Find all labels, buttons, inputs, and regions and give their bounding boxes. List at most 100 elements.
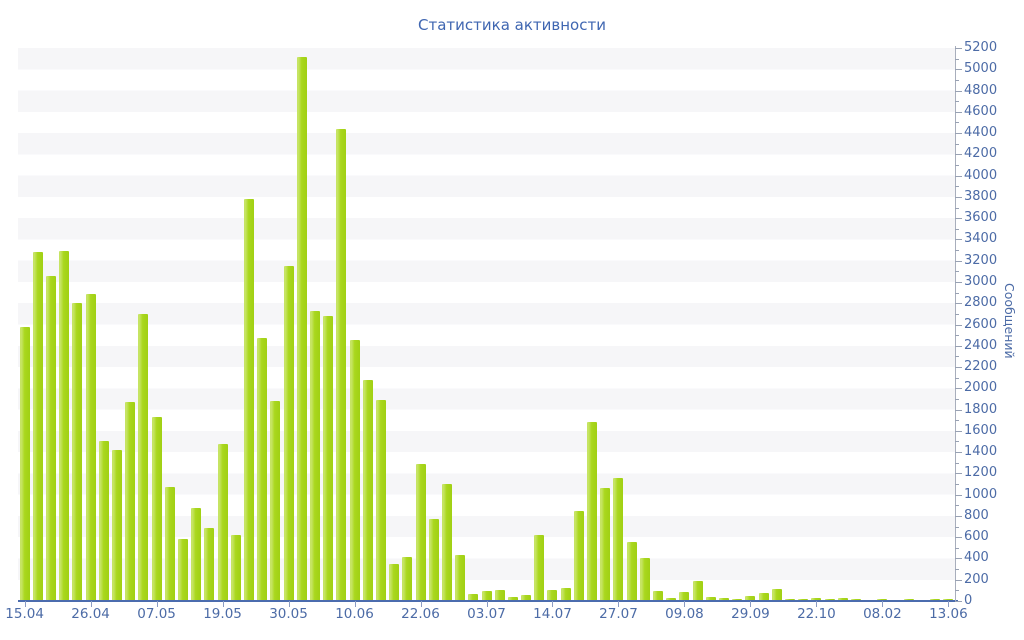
x-tick <box>354 601 356 607</box>
bar[interactable] <box>560 588 571 601</box>
y-tick-major <box>955 239 962 241</box>
bar[interactable] <box>943 598 954 601</box>
bar[interactable] <box>323 316 334 601</box>
x-tick <box>486 601 488 607</box>
x-tick-label: 13.06 <box>929 606 968 622</box>
bar[interactable] <box>666 597 677 601</box>
bar[interactable] <box>705 597 716 601</box>
y-tick-major <box>955 111 962 113</box>
y-tick-minor <box>955 207 959 209</box>
bar[interactable] <box>547 590 558 601</box>
y-tick-minor <box>955 250 959 252</box>
bar[interactable] <box>204 527 215 601</box>
bar[interactable] <box>771 589 782 601</box>
bar[interactable] <box>85 293 96 601</box>
y-tick-major <box>955 452 962 454</box>
y-tick-label: 3000 <box>964 273 998 289</box>
x-tick-label: 29.09 <box>731 606 770 622</box>
y-tick-major <box>955 430 962 432</box>
bar[interactable] <box>428 519 439 601</box>
bar[interactable] <box>375 400 386 601</box>
y-tick-major <box>955 473 962 475</box>
y-axis-line <box>955 46 956 602</box>
bar[interactable] <box>587 422 598 601</box>
bar[interactable] <box>389 563 400 601</box>
bar[interactable] <box>336 128 347 601</box>
bar[interactable] <box>138 313 149 601</box>
x-tick <box>618 601 620 607</box>
bar[interactable] <box>639 558 650 601</box>
bar[interactable] <box>785 598 796 601</box>
bar[interactable] <box>270 401 281 601</box>
bar[interactable] <box>573 510 584 601</box>
x-tick-label: 30.05 <box>269 606 308 622</box>
bar[interactable] <box>32 252 43 601</box>
bar[interactable] <box>811 598 822 601</box>
x-tick <box>882 601 884 607</box>
bar[interactable] <box>230 535 241 601</box>
y-tick-minor <box>955 377 959 379</box>
bar[interactable] <box>534 535 545 601</box>
bar[interactable] <box>758 593 769 601</box>
y-tick-label: 4600 <box>964 103 998 119</box>
bar[interactable] <box>679 591 690 601</box>
y-tick-major <box>955 409 962 411</box>
bar[interactable] <box>349 340 360 601</box>
bar[interactable] <box>481 590 492 601</box>
bar[interactable] <box>217 443 228 601</box>
bar[interactable] <box>468 593 479 601</box>
x-tick-label: 14.07 <box>533 606 572 622</box>
bar[interactable] <box>494 589 505 601</box>
bar[interactable] <box>521 594 532 601</box>
bar[interactable] <box>283 266 294 601</box>
bar[interactable] <box>125 402 136 601</box>
bar[interactable] <box>243 199 254 601</box>
bar[interactable] <box>177 539 188 601</box>
bar[interactable] <box>151 417 162 601</box>
y-tick-label: 5000 <box>964 61 998 77</box>
bar[interactable] <box>851 598 862 601</box>
bar[interactable] <box>45 275 56 601</box>
bar[interactable] <box>362 379 373 601</box>
bar[interactable] <box>613 477 624 601</box>
bar[interactable] <box>164 487 175 601</box>
bar[interactable] <box>415 463 426 601</box>
bar[interactable] <box>72 303 83 601</box>
bar[interactable] <box>745 595 756 601</box>
bar[interactable] <box>402 557 413 601</box>
chart-title: Статистика активности <box>418 16 606 34</box>
bar[interactable] <box>692 580 703 601</box>
y-tick-minor <box>955 101 959 103</box>
y-tick-major <box>955 367 962 369</box>
y-tick-major <box>955 48 962 49</box>
y-tick-label: 5200 <box>964 40 998 55</box>
x-tick <box>222 601 224 607</box>
y-tick-major <box>955 388 962 390</box>
bar[interactable] <box>837 598 848 601</box>
y-tick-major <box>955 69 962 71</box>
y-tick-label: 1400 <box>964 444 998 460</box>
bar[interactable] <box>98 441 109 601</box>
bar[interactable] <box>719 597 730 601</box>
bar[interactable] <box>507 596 518 601</box>
x-tick <box>816 601 818 607</box>
y-tick-label: 4000 <box>964 167 998 183</box>
bar[interactable] <box>441 484 452 601</box>
bar[interactable] <box>626 541 637 601</box>
bar[interactable] <box>111 450 122 601</box>
y-tick-major <box>955 196 962 198</box>
bar[interactable] <box>877 598 888 601</box>
bar[interactable] <box>19 326 30 601</box>
x-tick <box>948 601 950 607</box>
bar[interactable] <box>296 56 307 601</box>
bar[interactable] <box>455 554 466 601</box>
bar[interactable] <box>257 338 268 601</box>
bar[interactable] <box>59 251 70 601</box>
x-tick-label: 10.06 <box>335 606 374 622</box>
bar[interactable] <box>309 310 320 601</box>
bar[interactable] <box>600 488 611 601</box>
x-tick <box>288 601 290 607</box>
bar[interactable] <box>653 590 664 601</box>
bar[interactable] <box>191 507 202 601</box>
